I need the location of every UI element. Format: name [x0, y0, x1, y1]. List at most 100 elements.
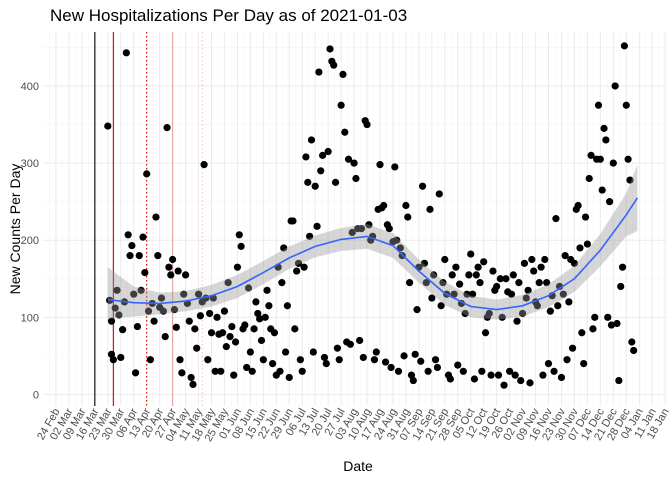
data-point [243, 363, 251, 372]
data-point [391, 163, 399, 171]
data-point [109, 356, 117, 364]
data-point [111, 304, 119, 312]
data-point [300, 263, 308, 271]
data-point [289, 217, 297, 225]
data-point [307, 136, 316, 144]
data-point [480, 258, 488, 266]
data-point [509, 271, 517, 279]
data-point [130, 290, 138, 298]
data-point [409, 376, 417, 385]
data-point [311, 182, 319, 190]
data-point [613, 319, 621, 328]
data-point [226, 332, 234, 341]
data-point [152, 213, 160, 221]
data-point [585, 174, 593, 183]
data-point [306, 232, 314, 240]
confidence-band [107, 164, 638, 320]
data-point [363, 120, 371, 129]
data-point [387, 363, 395, 372]
data-point [526, 379, 534, 387]
data-point [150, 317, 158, 325]
data-point [246, 348, 254, 356]
data-point [622, 101, 630, 109]
data-point [165, 263, 173, 271]
data-point [115, 311, 123, 319]
gridlines [43, 32, 667, 406]
data-point [522, 294, 530, 302]
data-point [365, 221, 373, 229]
data-point [535, 279, 543, 287]
data-point [394, 367, 403, 375]
data-point [196, 312, 204, 320]
data-point [356, 336, 364, 345]
data-point [611, 82, 619, 90]
data-point [250, 325, 258, 333]
data-point [517, 376, 525, 385]
data-points [104, 42, 638, 389]
data-point [294, 259, 303, 267]
data-point [133, 322, 142, 331]
data-point [135, 252, 143, 260]
data-point [296, 356, 304, 364]
data-point [456, 280, 464, 288]
data-point [281, 348, 290, 356]
data-point [385, 225, 393, 233]
data-point [381, 358, 390, 366]
data-point [430, 271, 438, 279]
y-axis-title: New Counts Per Day [7, 164, 23, 295]
data-point [285, 373, 293, 382]
data-point [335, 356, 343, 364]
data-point [259, 356, 267, 364]
data-point [417, 357, 425, 365]
data-point [498, 313, 506, 321]
reference-lines [94, 32, 203, 406]
y-tick-label: 200 [21, 235, 39, 247]
data-point [546, 307, 554, 315]
data-point [452, 263, 460, 271]
data-point [511, 371, 519, 379]
data-point [581, 213, 590, 221]
data-point [489, 267, 497, 275]
data-point [552, 215, 560, 223]
data-point [467, 250, 475, 258]
data-point [322, 359, 330, 368]
data-point [620, 42, 629, 50]
data-point [450, 290, 458, 298]
data-point [576, 244, 584, 252]
data-point [318, 151, 327, 159]
data-point [265, 302, 273, 310]
data-point [559, 290, 567, 298]
data-point [256, 315, 264, 323]
data-point [257, 336, 266, 345]
y-tick-label: 300 [21, 158, 39, 170]
data-point [187, 373, 195, 382]
data-point [346, 340, 354, 348]
data-point [478, 367, 486, 375]
data-point [463, 290, 471, 298]
data-point [124, 231, 132, 239]
y-axis-ticks: 0 100 200 300 400 [21, 81, 39, 401]
data-point [333, 344, 342, 352]
y-tick-label: 100 [21, 312, 39, 324]
data-point [615, 376, 623, 385]
data-point [341, 128, 349, 136]
data-point [506, 367, 514, 375]
data-point [324, 147, 332, 156]
data-point [500, 381, 508, 389]
data-point [252, 298, 260, 306]
data-point [304, 178, 312, 186]
data-point [424, 367, 432, 375]
data-point [337, 101, 345, 109]
data-point [128, 242, 136, 250]
data-point [411, 350, 419, 358]
data-point [472, 271, 480, 279]
data-point [122, 49, 130, 57]
data-point [537, 263, 545, 271]
data-point [176, 356, 184, 364]
data-point [539, 371, 547, 379]
data-point [220, 307, 229, 315]
data-point [437, 302, 445, 310]
data-point [435, 190, 443, 198]
